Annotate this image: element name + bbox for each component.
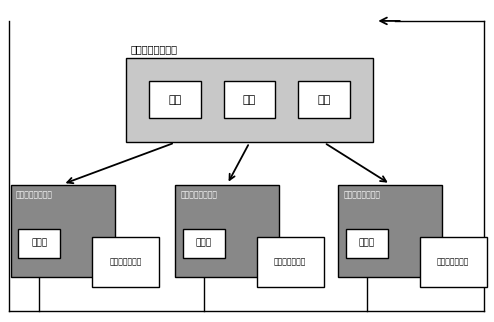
Text: 閉じる: 閉じる — [359, 239, 375, 248]
Bar — [92, 237, 159, 287]
Text: 出金: 出金 — [243, 95, 256, 105]
Bar — [18, 229, 60, 258]
Text: 出金処理コード: 出金処理コード — [274, 257, 306, 266]
Text: 入金処理コード: 入金処理コード — [110, 257, 142, 266]
Text: 入金処理フォーム: 入金処理フォーム — [16, 190, 53, 199]
Text: メニューフォーム: メニューフォーム — [131, 44, 178, 54]
Text: 閉じる: 閉じる — [196, 239, 212, 248]
Bar — [183, 229, 225, 258]
Text: 出金処理フォーム: 出金処理フォーム — [180, 190, 217, 199]
Bar — [223, 81, 276, 118]
Bar — [149, 81, 201, 118]
Text: 一覧: 一覧 — [318, 95, 331, 105]
Text: 閉じる: 閉じる — [31, 239, 47, 248]
Text: 一覧処理フォーム: 一覧処理フォーム — [343, 190, 380, 199]
Bar — [257, 237, 324, 287]
Bar — [346, 229, 388, 258]
Bar — [11, 185, 115, 277]
Bar — [420, 237, 487, 287]
Bar — [298, 81, 350, 118]
Bar — [175, 185, 279, 277]
Bar — [126, 58, 373, 142]
Text: 一覧処理コード: 一覧処理コード — [437, 257, 469, 266]
Text: 入金: 入金 — [168, 95, 181, 105]
Bar — [338, 185, 442, 277]
